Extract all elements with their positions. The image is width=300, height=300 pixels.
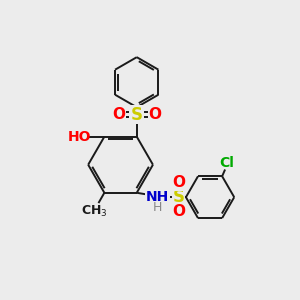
Text: CH$_3$: CH$_3$ [81,204,107,220]
Text: S: S [172,188,184,206]
Text: S: S [131,106,143,124]
Text: H: H [153,201,162,214]
Text: HO: HO [68,130,91,144]
Text: O: O [172,204,185,219]
Text: O: O [148,107,161,122]
Text: NH: NH [146,190,169,204]
Text: O: O [112,107,125,122]
Text: O: O [172,175,185,190]
Text: Cl: Cl [219,156,234,170]
